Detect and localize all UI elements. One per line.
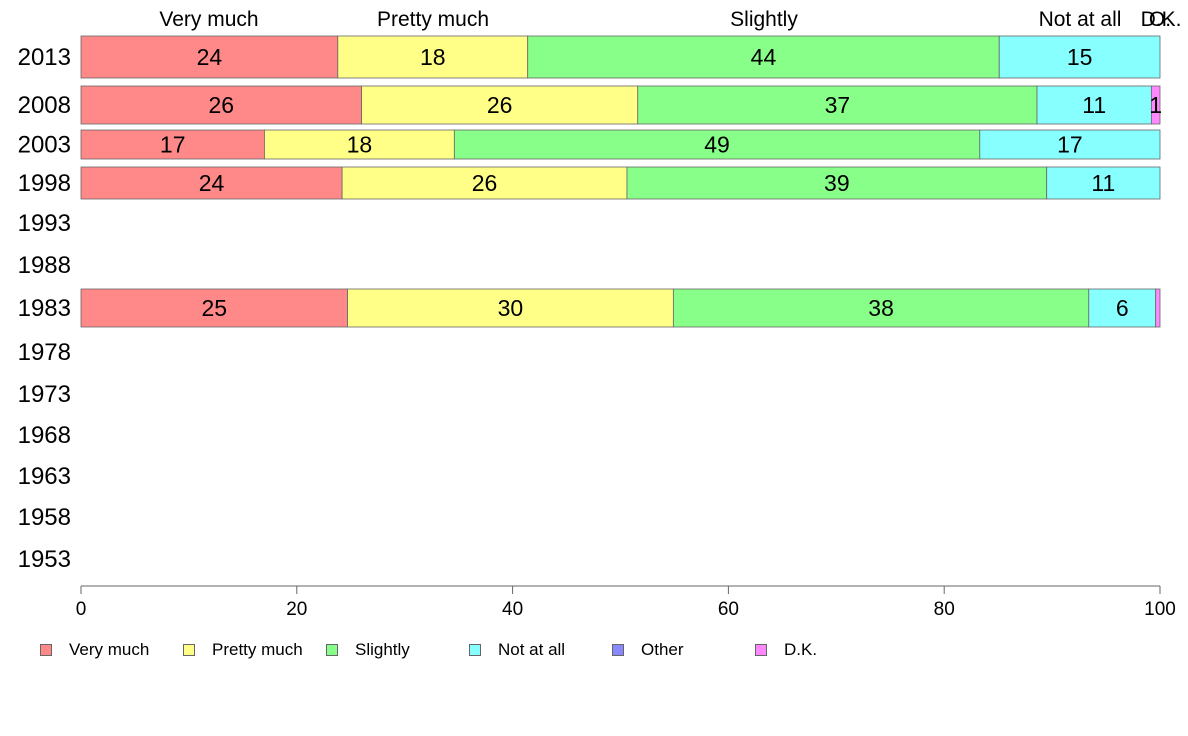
x-tick-label-20: 20 [286,599,307,620]
legend-swatch-pretty-much [183,644,195,656]
bar-not-at-all-2008 [1036,85,1152,125]
bar-not-at-all-1998 [1046,166,1161,200]
bar-label-pretty-much-1998: 26 [472,170,498,196]
y-tick-label-1993: 1993 [18,210,71,237]
y-tick-label-1998: 1998 [18,170,71,197]
legend-label-not-at-all: Not at all [498,640,566,659]
bar-label-slightly-1998: 39 [824,170,850,196]
top-label-not-at-all: Not at all [1039,8,1122,31]
legend-label-very-much: Very much [69,640,150,659]
top-label-dk: D.K. [1141,8,1182,31]
x-axis: 0 20 40 60 80 100 [76,585,1176,620]
y-tick-label-1978: 1978 [18,339,71,366]
top-category-labels: Very much Pretty much Slightly Not at al… [159,8,1181,31]
bar-very-much-2008 [80,85,362,125]
bar-label-slightly-1983: 38 [868,295,894,321]
top-label-overlap: O. [1149,8,1171,31]
bar-d-k-1983 [1155,288,1161,328]
top-label-slightly: Slightly [730,8,798,31]
bar-label-d-k-2008: 1 [1149,92,1162,118]
x-tick-label-80: 80 [934,599,955,620]
legend-label-pretty-much: Pretty much [212,640,303,659]
bar-slightly-2003 [453,129,981,160]
legend-item-not-at-all: Not at all [469,640,565,660]
bar-label-very-much-1983: 25 [201,295,227,321]
bar-label-not-at-all-1998: 11 [1091,170,1115,196]
top-label-very-much: Very much [159,8,258,31]
legend-label-slightly: Slightly [355,640,410,659]
x-tick-label-60: 60 [718,599,739,620]
bar-label-slightly-2013: 44 [751,44,777,70]
legend-swatch-not-at-all [469,644,481,656]
bar-label-not-at-all-2013: 15 [1067,44,1093,70]
y-axis-tick-labels: 2013 2008 2003 1998 1993 1988 1983 1978 1973 1968… [18,44,71,573]
y-tick-label-1953: 1953 [18,546,71,573]
bar-very-much-2003 [80,129,265,160]
bar-not-at-all-1983 [1088,288,1157,328]
legend-swatch-very-much [40,644,52,656]
legend-label-other: Other [641,640,684,659]
bar-pretty-much-1998 [341,166,628,200]
bar-very-much-1983 [80,288,348,328]
bar-not-at-all-2003 [979,129,1161,160]
bar-d-k-2008 [1150,85,1161,125]
y-tick-label-1963: 1963 [18,463,71,490]
bar-slightly-1998 [626,166,1048,200]
bar-pretty-much-2013 [337,35,529,79]
x-tick-label-40: 40 [502,599,523,620]
y-tick-label-2013: 2013 [18,44,71,71]
y-tick-label-2003: 2003 [18,132,71,159]
bar-label-pretty-much-2013: 18 [420,44,446,70]
bar-label-slightly-2008: 37 [825,92,851,118]
bar-label-very-much-2003: 17 [160,132,186,158]
y-tick-label-1968: 1968 [18,422,71,449]
bar-pretty-much-1983 [347,288,674,328]
bar-label-pretty-much-1983: 30 [498,295,524,321]
legend-item-other: Other [612,640,684,660]
y-tick-label-1988: 1988 [18,252,71,279]
y-tick-label-1958: 1958 [18,504,71,531]
legend-item-very-much: Very much [40,640,149,660]
bar-pretty-much-2008 [361,85,639,125]
y-tick-label-1973: 1973 [18,381,71,408]
legend-item-slightly: Slightly [326,640,410,660]
top-label-pretty-much: Pretty much [377,8,489,31]
bar-label-pretty-much-2003: 18 [347,132,373,158]
bar-label-very-much-2013: 24 [197,44,223,70]
bar-not-at-all-2013 [998,35,1161,79]
legend-swatch-slightly [326,644,338,656]
bar-label-very-much-1998: 24 [199,170,225,196]
x-tick-label-100: 100 [1144,599,1176,620]
legend: Very much Pretty much Slightly Not at al… [40,640,1140,662]
bar-label-slightly-2003: 49 [704,132,730,158]
bar-label-not-at-all-1983: 6 [1116,295,1129,321]
bar-slightly-2008 [637,85,1038,125]
legend-item-dk: D.K. [755,640,817,660]
bar-label-very-much-2008: 26 [208,92,234,118]
legend-label-dk: D.K. [784,640,818,659]
bar-very-much-1998 [80,166,343,200]
bar-label-not-at-all-2008: 11 [1082,92,1106,118]
bar-label-not-at-all-2003: 17 [1057,132,1083,158]
legend-swatch-other [612,644,624,656]
legend-item-pretty-much: Pretty much [183,640,303,660]
legend-swatch-dk [755,644,767,656]
bars-group [80,35,1161,328]
y-tick-label-1983: 1983 [18,295,71,322]
bar-label-pretty-much-2008: 26 [487,92,513,118]
bar-slightly-1983 [672,288,1090,328]
y-tick-label-2008: 2008 [18,92,71,119]
x-tick-label-0: 0 [76,599,87,620]
